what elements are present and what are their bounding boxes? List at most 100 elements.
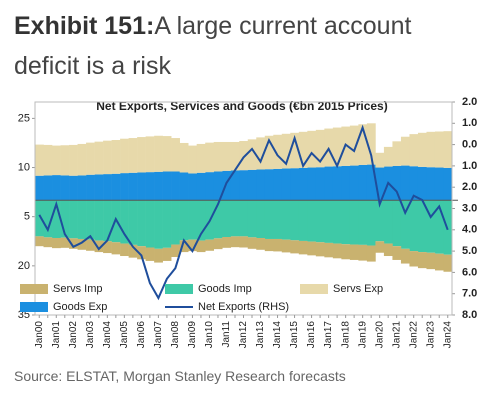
x-tick-label: Jan07	[153, 321, 164, 349]
x-tick-label: Jan14	[272, 321, 283, 349]
bar	[417, 132, 427, 167]
bar	[154, 171, 163, 201]
y2-tick-label: 6.0	[462, 266, 477, 278]
x-tick-label: Jan04	[102, 321, 113, 349]
y2-tick-label: 4.0	[462, 224, 477, 236]
bar	[256, 169, 266, 201]
bar	[281, 239, 291, 253]
bar	[366, 123, 376, 165]
bar	[298, 200, 308, 241]
bar	[426, 200, 436, 253]
bar	[434, 167, 444, 201]
bar	[179, 142, 189, 173]
bar	[307, 130, 317, 168]
bar	[43, 237, 53, 248]
y2-tick-label: 3.0	[462, 202, 477, 214]
exhibit-title: A large current account deficit is a ris…	[14, 12, 412, 80]
x-tick-label: Jan17	[323, 321, 334, 349]
bar	[162, 171, 172, 201]
bar	[324, 242, 334, 258]
bar	[69, 200, 78, 239]
y2-tick-label: 1.0	[462, 117, 477, 129]
bar	[409, 200, 419, 252]
bar	[264, 169, 274, 201]
bar	[213, 141, 223, 172]
bar	[120, 243, 129, 257]
bar	[162, 136, 172, 172]
legend-swatch	[165, 284, 193, 294]
bar	[349, 125, 359, 166]
bar	[111, 140, 121, 174]
bar	[94, 141, 104, 175]
bar	[358, 124, 368, 165]
bar	[298, 167, 308, 201]
bar	[137, 137, 146, 173]
bar	[222, 237, 232, 248]
bar	[145, 200, 155, 248]
x-tick-label: Jan01	[51, 321, 62, 349]
x-tick-label: Jan08	[170, 321, 181, 349]
legend-label: Servs Exp	[333, 283, 383, 295]
bar	[417, 200, 427, 253]
bar	[332, 127, 342, 167]
bar	[341, 244, 351, 260]
bar	[281, 168, 291, 201]
bar	[230, 141, 240, 171]
bar	[77, 238, 87, 250]
bar	[315, 200, 325, 243]
bar	[69, 238, 78, 249]
bar	[86, 174, 95, 201]
bar	[230, 170, 240, 201]
bar	[120, 138, 129, 174]
bar	[366, 164, 376, 201]
y2-tick-label: 5.0	[462, 245, 477, 257]
bar	[358, 244, 368, 261]
bar	[222, 141, 232, 171]
bar	[86, 239, 95, 251]
bar	[60, 200, 70, 238]
bar	[434, 253, 444, 271]
x-tick-label: Jan23	[425, 321, 436, 349]
bar	[128, 244, 138, 258]
bar	[196, 143, 206, 173]
bar	[188, 239, 197, 252]
bar	[358, 164, 368, 201]
header: Exhibit 151:A large current account defi…	[14, 6, 444, 86]
bar	[332, 243, 342, 259]
bar	[77, 200, 87, 239]
bar	[298, 131, 308, 168]
bar	[290, 168, 300, 201]
bar	[103, 241, 112, 254]
chart: Net Exports, Services and Goods (€bn 201…	[18, 96, 478, 349]
bar	[137, 172, 146, 201]
bar	[52, 200, 61, 238]
exhibit-label: Exhibit 151:	[14, 12, 155, 40]
bar	[400, 200, 410, 249]
bar	[290, 200, 300, 241]
bar	[247, 200, 257, 238]
y-tick-label: 10	[18, 161, 30, 173]
bar	[222, 200, 232, 238]
bar	[60, 175, 70, 201]
bar	[392, 141, 402, 166]
y2-tick-label: 2.0	[462, 96, 477, 108]
x-tick-label: Jan06	[136, 321, 147, 349]
x-tick-label: Jan16	[306, 321, 317, 349]
bar	[120, 200, 129, 244]
bar	[188, 200, 197, 240]
bar	[137, 246, 146, 260]
bar	[35, 236, 44, 247]
bar	[417, 166, 427, 201]
bar	[128, 172, 138, 201]
bar	[400, 165, 410, 201]
bar	[154, 248, 163, 263]
bar	[417, 252, 427, 269]
bar	[205, 239, 215, 251]
bar	[392, 165, 402, 201]
x-tick-label: Jan03	[85, 321, 96, 349]
bar	[315, 242, 325, 257]
legend-label: Goods Imp	[198, 283, 252, 295]
bar	[332, 166, 342, 201]
bar	[154, 135, 163, 172]
